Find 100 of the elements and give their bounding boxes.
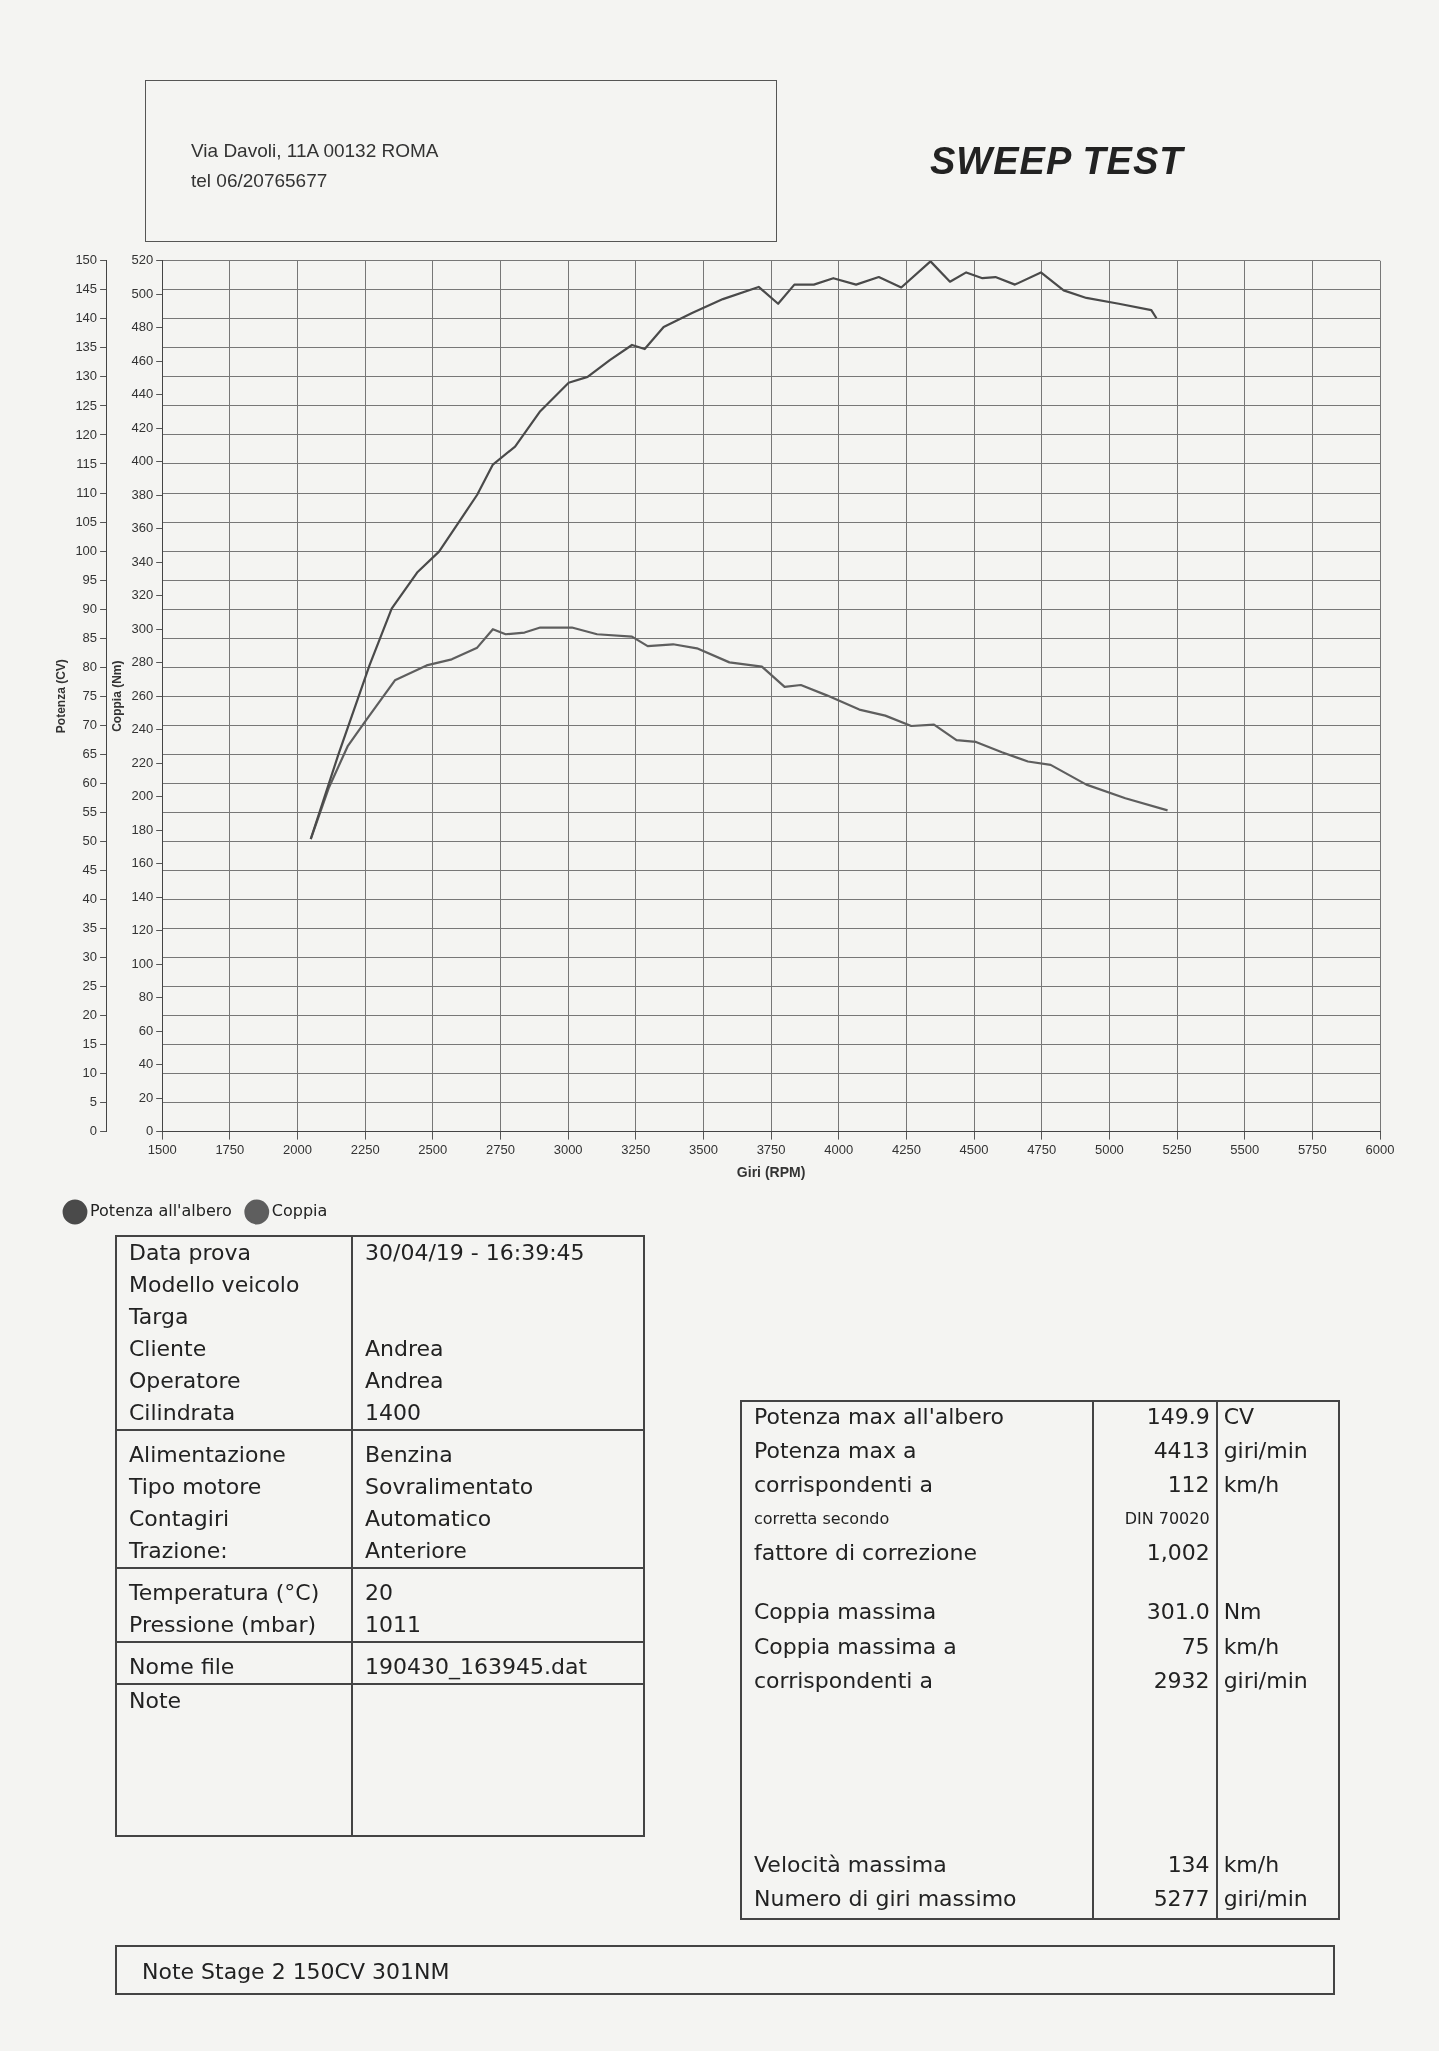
y-tick-label: 55 [82,803,98,819]
text: corrispondenti a [753,1666,934,1695]
text: corretta secondo [753,1508,891,1531]
y-axis-title: Potenza (CV) [53,659,68,734]
text: Coppia massima a [753,1632,958,1661]
text: 1011 [364,1611,422,1639]
text: Pressione (mbar) [116,1609,352,1642]
y2-tick-label: 280 [131,654,154,670]
x-tick-label: 5500 [1230,1141,1260,1157]
text: Alimentazione [116,1430,352,1471]
y2-tick-label: 40 [138,1056,154,1072]
y2-tick-label: 340 [131,553,154,569]
text: giri/min [1222,1437,1309,1466]
text: Cilindrata [116,1397,352,1430]
text: giri/min [1222,1884,1309,1913]
y-tick-label: 45 [82,861,98,877]
text: tel 06/20765677 [191,169,329,193]
y2-tick-label: 140 [131,888,154,904]
legend-label: Potenza all'albero [90,1201,232,1221]
y-tick-label: 35 [82,919,98,935]
y-tick-label: 15 [82,1036,98,1052]
y2-tick-label: 80 [138,989,154,1005]
y2-tick-label: 0 [145,1123,154,1139]
y-tick-label: 75 [82,687,98,703]
y2-tick-label: 60 [138,1022,154,1038]
y2-tick-label: 180 [131,821,154,837]
text: Nm [1222,1598,1263,1627]
y-tick-label: 25 [82,978,98,994]
y-tick-label: 20 [82,1007,98,1023]
y-tick-label: 65 [82,745,98,761]
legend-label: Coppia [271,1201,328,1221]
y-tick-label: 145 [75,281,98,297]
y-tick-label: 95 [82,571,98,587]
text: 1400 [364,1399,422,1427]
y2-tick-label: 480 [131,319,154,335]
text: Tipo motore [116,1471,352,1503]
text: Cliente [116,1333,352,1365]
x-tick-label: 2250 [350,1141,380,1157]
text: Benzina [352,1430,644,1471]
text: Nome file [116,1642,352,1684]
text: Via Davoli, 11A 00132 ROMA [191,139,439,163]
x-tick-label: 4250 [891,1141,921,1157]
text: Andrea [364,1367,445,1395]
text: CV [1222,1403,1256,1431]
x-tick-label: 5250 [1162,1141,1192,1157]
text: corrispondenti a [753,1471,934,1500]
text: Coppia massima [753,1598,938,1627]
text: 20 [352,1568,644,1609]
y-tick-label: 110 [76,484,98,500]
text: km/h [1222,1471,1281,1500]
y2-tick-label: 360 [131,520,154,536]
text: Targa [116,1301,352,1333]
text: Automatico [364,1505,493,1533]
text: giri/min [1222,1666,1309,1695]
text: 301.0 [1093,1597,1217,1632]
text: DIN 70020 [1093,1504,1217,1539]
text: Operatore [116,1365,352,1397]
y-tick-label: 100 [75,542,98,558]
x-tick-label: 3000 [553,1141,583,1157]
y-tick-label: 50 [82,832,98,848]
chart-title: SWEEP TEST [930,140,1184,183]
y-tick-label: 130 [75,368,98,384]
text: Data prova [116,1236,352,1269]
text: fattore di correzione [753,1539,978,1568]
y-tick-label: 85 [82,629,98,645]
y2-tick-label: 100 [131,955,154,971]
text: 30/04/19 - 16:39:45 [364,1239,586,1267]
text: Potenza max a [753,1437,918,1466]
text: 75 [1093,1631,1217,1666]
x-tick-label: 3250 [621,1141,651,1157]
y2-tick-label: 400 [131,453,154,469]
text: km/h [1222,1850,1281,1879]
x-tick-label: 4500 [959,1141,989,1157]
y2-tick-label: 380 [131,486,154,502]
y-tick-label: 120 [75,426,98,442]
x-tick-label: 1500 [147,1141,177,1157]
x-axis-title: Giri (RPM) [736,1164,806,1181]
y2-tick-label: 260 [131,687,154,703]
text: 134 [1093,1849,1217,1884]
x-tick-label: 6000 [1365,1141,1395,1157]
text: 1,002 [1093,1538,1217,1573]
y2-axis-title: Coppia (Nm) [109,660,124,732]
y2-tick-label: 200 [131,788,154,804]
y2-tick-label: 20 [138,1089,154,1105]
y2-tick-label: 520 [131,252,154,268]
text: Andrea [364,1335,445,1363]
y-tick-label: 60 [82,774,98,790]
text: Temperatura (°C) [116,1568,352,1609]
text: Numero di giri massimo [753,1884,1018,1913]
text: Potenza max all'albero [753,1403,1005,1431]
text: Sovralimentato [364,1473,535,1501]
y-tick-label: 140 [75,310,98,326]
y-tick-label: 40 [82,890,98,906]
y-tick-label: 80 [82,658,98,674]
x-tick-label: 1750 [215,1141,245,1157]
y-tick-label: 150 [75,252,98,268]
text: Modello veicolo [116,1269,352,1301]
y2-tick-label: 440 [131,386,154,402]
y2-tick-label: 320 [131,587,154,603]
y2-tick-label: 300 [131,620,154,636]
